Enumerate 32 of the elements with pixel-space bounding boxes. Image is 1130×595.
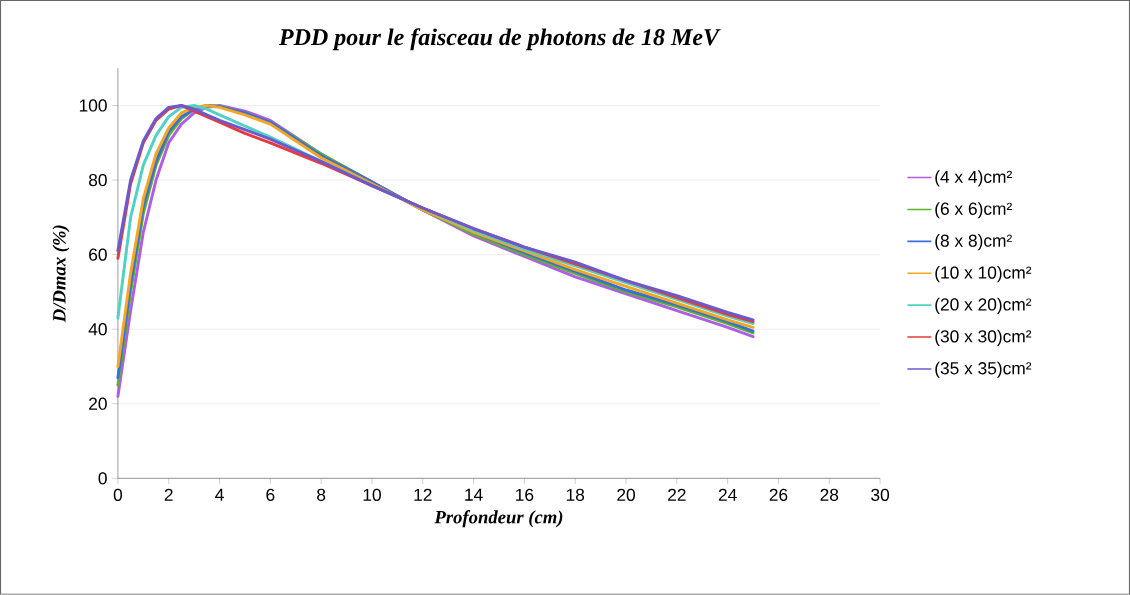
legend-label: (20 x 20)cm² — [935, 297, 1032, 315]
x-tick-label: 22 — [668, 488, 686, 501]
legend-label: (35 x 35)cm² — [935, 361, 1032, 378]
x-tick-label: 0 — [113, 488, 123, 502]
y-tick-label: 40 — [88, 323, 107, 336]
x-tick-label: 8 — [317, 488, 326, 502]
x-tick-label: 28 — [820, 488, 839, 502]
x-tick-label: 2 — [164, 488, 173, 501]
x-axis-title: Profondeur (cm) — [434, 510, 563, 528]
x-tick-label: 30 — [871, 488, 890, 502]
legend-label: (6 x 6)cm² — [935, 202, 1012, 219]
y-tick-label: 60 — [89, 248, 107, 261]
x-tick-label: 12 — [414, 488, 432, 501]
x-tick-label: 24 — [718, 488, 737, 501]
x-tick-label: 18 — [566, 488, 585, 502]
x-tick-label: 20 — [617, 488, 635, 502]
y-tick-label: 0 — [98, 472, 107, 485]
x-tick-label: 26 — [769, 488, 788, 502]
x-tick-label: 14 — [465, 488, 483, 501]
y-tick-label: 100 — [79, 99, 107, 112]
y-tick-label: 20 — [89, 397, 107, 410]
x-tick-label: 6 — [266, 488, 275, 502]
x-tick-label: 16 — [516, 488, 534, 502]
chart-title: PDD pour le faisceau de photons de 18 MeV — [278, 28, 721, 51]
y-tick-label: 80 — [88, 173, 107, 187]
legend-label: (4 x 4)cm² — [935, 170, 1012, 187]
x-tick-label: 10 — [363, 488, 381, 502]
legend-label: (8 x 8)cm² — [935, 234, 1012, 251]
y-axis-title: D/Dmax (%) — [52, 225, 70, 323]
legend-label: (30 x 30)cm² — [935, 329, 1032, 346]
x-tick-label: 4 — [215, 488, 224, 501]
legend-label: (10 x 10)cm² — [935, 266, 1032, 283]
